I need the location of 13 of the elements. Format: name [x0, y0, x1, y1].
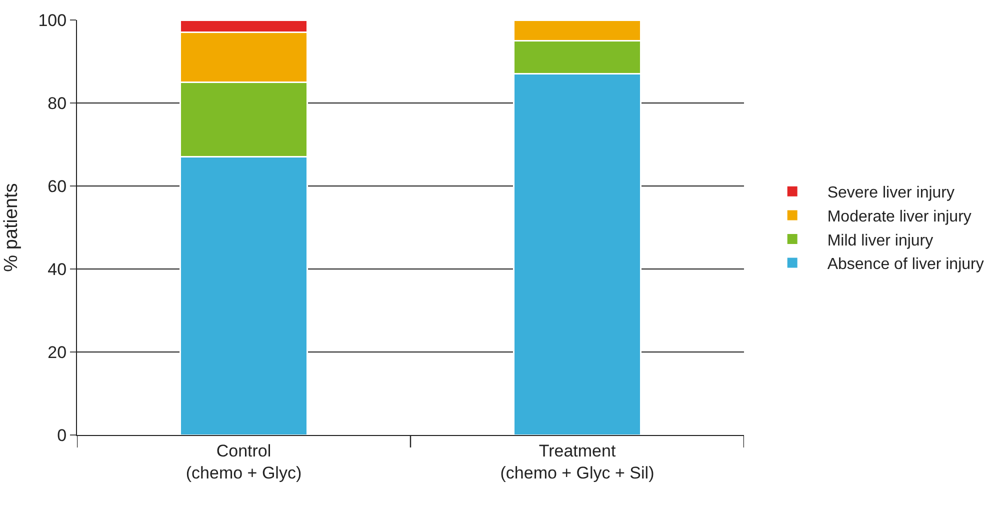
legend-label: Severe liver injury [827, 184, 954, 202]
y-tick-label: 0 [57, 426, 67, 445]
legend-label: Absence of liver injury [827, 256, 984, 274]
y-tick-label: 80 [48, 94, 67, 113]
legend-label: Moderate liver injury [827, 208, 972, 226]
x-tick-label: Control (chemo + Glyc) [186, 441, 302, 482]
y-axis-title: % patients [1, 183, 22, 272]
legend-label: Mild liver injury [827, 232, 934, 250]
x-tick-label: Treatment (chemo + Glyc + Sil) [500, 441, 654, 482]
y-tick-label: 20 [48, 342, 67, 362]
y-tick-label: 40 [48, 260, 67, 279]
y-tick-label: 100 [38, 10, 67, 30]
y-tick-label: 60 [48, 176, 67, 196]
